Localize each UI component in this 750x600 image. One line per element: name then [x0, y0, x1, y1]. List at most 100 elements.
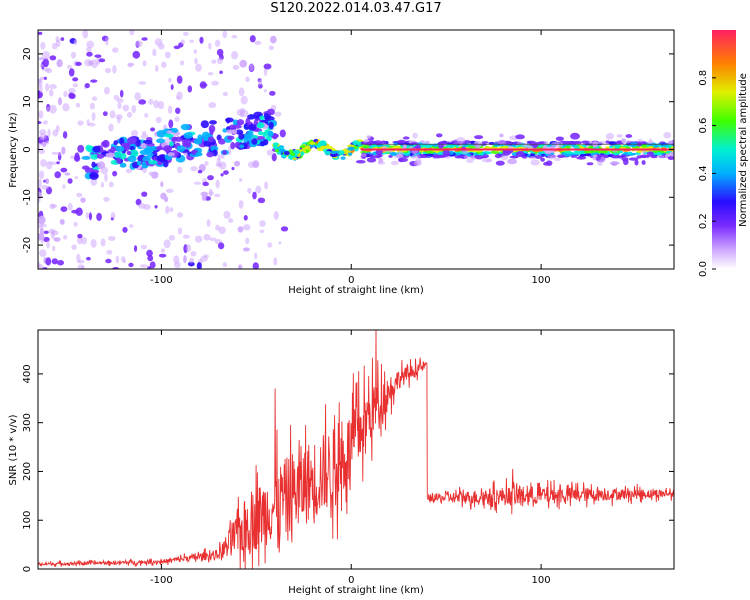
spectrogram-cell: [305, 145, 311, 150]
spectrogram-cell: [167, 105, 173, 114]
spectrogram-cell: [154, 205, 158, 209]
spectrogram-cell: [80, 197, 86, 203]
spectrogram-cell: [586, 153, 591, 157]
spectrogram-cell: [347, 144, 355, 148]
spectrogram-cell: [200, 83, 208, 87]
snr-ytick-label: 0: [22, 566, 33, 572]
spectrogram-cell: [160, 61, 167, 69]
spectrogram-cell: [239, 144, 245, 149]
spectrogram-cell: [156, 155, 166, 162]
spectrogram-cell: [278, 148, 286, 153]
spectrogram-cell: [116, 98, 124, 104]
spectrogram-cell: [177, 212, 184, 218]
spectrogram-cell: [146, 249, 153, 257]
spectrogram-cell: [86, 51, 93, 57]
snr-series-line: [38, 330, 674, 569]
spectrogram-cell: [73, 39, 78, 46]
spectrogram-cell: [67, 202, 73, 211]
spectrogram-cell: [42, 120, 48, 125]
spectrogram-cell: [245, 76, 250, 83]
spectrogram-cell: [84, 59, 92, 67]
spectrogram-cell: [43, 230, 49, 235]
spectrogram-cell: [607, 154, 613, 157]
spectrogram-cell: [616, 140, 622, 145]
spectrogram-cell: [227, 135, 235, 140]
spectrogram-cell: [247, 114, 256, 120]
spectrogram-cell: [173, 45, 181, 50]
spectrogram-cell: [76, 192, 83, 198]
spectrogram-cell: [249, 35, 256, 43]
spectrogram-cell: [199, 36, 204, 44]
spectrogram-cell: [90, 79, 98, 83]
spectrogram-cell: [534, 154, 543, 159]
spectrogram-cell: [149, 261, 156, 269]
spectrogram-cell: [432, 154, 439, 159]
spectrogram-cell: [98, 58, 106, 63]
spectrogram-cell: [397, 139, 407, 144]
spectrogram-cell: [119, 89, 124, 98]
spectrogram-xtick-label: -100: [150, 275, 173, 286]
spectrogram-cell: [56, 59, 63, 68]
spectrogram-cell: [183, 255, 187, 264]
spectrogram-xlabel: Height of straight line (km): [288, 285, 424, 296]
spectrogram-cell: [507, 158, 518, 165]
spectrogram-cell: [412, 132, 418, 139]
spectrogram-cell: [541, 153, 546, 157]
spectrogram-cell: [169, 207, 174, 212]
spectrogram-cell: [547, 154, 557, 160]
spectrogram-cell: [168, 119, 174, 129]
spectrogram-cell: [163, 160, 169, 168]
spectrogram-cell: [115, 145, 125, 152]
spectrogram-cell: [38, 215, 46, 225]
spectrogram-cell: [256, 122, 265, 129]
spectrogram-cell: [486, 151, 492, 154]
spectrogram-cell: [164, 133, 174, 138]
spectrogram-cell: [324, 151, 332, 156]
spectrogram-cell: [380, 140, 387, 145]
spectrogram-cell: [463, 154, 469, 160]
spectrogram-cell: [126, 150, 132, 156]
spectrogram-cell: [68, 68, 75, 77]
spectrogram-cell: [223, 170, 229, 175]
spectrogram-cell: [77, 259, 85, 264]
spectrogram-cell: [94, 54, 102, 58]
spectrogram-cell: [49, 161, 58, 165]
spectrogram-cell: [68, 92, 75, 99]
spectrogram-cell: [456, 137, 466, 144]
spectrogram-cell: [141, 37, 148, 41]
spectrogram-cell: [283, 150, 290, 156]
spectrogram-cell: [112, 64, 117, 74]
spectrogram-cell: [628, 157, 639, 161]
spectrogram-cell: [116, 157, 121, 164]
spectrogram-cell: [127, 62, 134, 68]
spectrogram-cell: [57, 97, 62, 106]
spectrogram-cell: [108, 235, 116, 241]
colorbar-tick-label: 0.4: [698, 165, 709, 181]
spectrogram-cell: [59, 219, 65, 225]
spectrogram-cell: [156, 138, 166, 144]
spectrogram-cell: [156, 129, 166, 138]
spectrogram-cell: [155, 116, 162, 124]
spectrogram-cell: [39, 249, 47, 258]
spectrogram-cell: [102, 139, 110, 148]
spectrogram-cell: [112, 170, 118, 177]
spectrogram-cell: [216, 157, 221, 167]
colorbar-ticks: 0.0 0.2 0.4 0.6 0.8: [698, 70, 716, 277]
spectrogram-cell: [209, 128, 214, 136]
spectrogram-cell: [201, 195, 207, 201]
spectrogram-cell: [625, 134, 633, 138]
spectrogram-cell: [100, 238, 106, 247]
snr-ytick-label: 400: [22, 364, 33, 383]
spectrogram-cell: [51, 42, 58, 50]
spectrogram-ytick-label: -10: [22, 189, 33, 205]
colorbar-tick-label: 0.8: [698, 70, 709, 86]
spectrogram-cell: [113, 94, 120, 101]
spectrogram-cell: [200, 120, 210, 129]
spectrogram-cell: [160, 248, 166, 253]
spectrogram-cell: [140, 244, 148, 250]
spectrogram-cell: [458, 142, 464, 147]
spectrogram-cell: [140, 142, 147, 149]
